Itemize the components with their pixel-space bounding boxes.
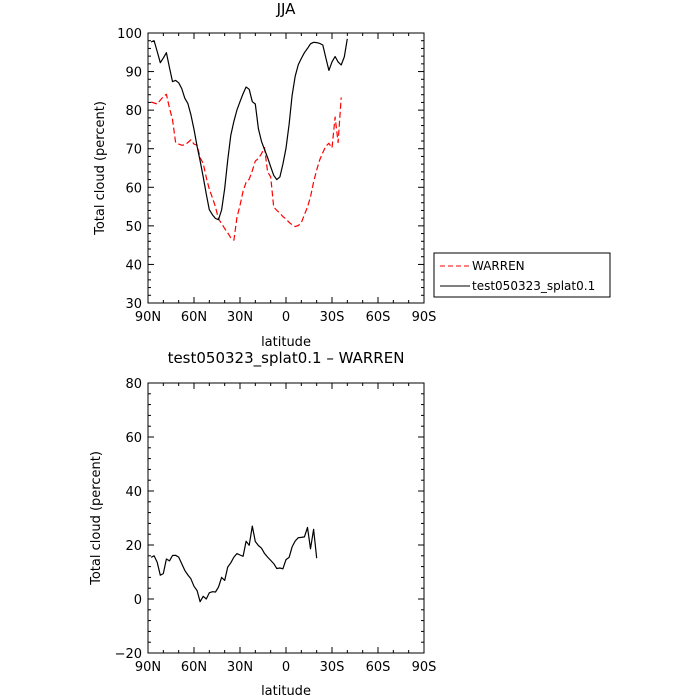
top-y-axis-label: Total cloud (percent)	[93, 101, 108, 236]
top-y-tick-label: 40	[125, 258, 142, 273]
bottom-x-axis-label: latitude	[261, 684, 311, 699]
bottom-plot-frame	[147, 382, 425, 654]
top-x-tick-label: 0	[282, 310, 290, 325]
top-series-lines	[150, 38, 348, 241]
bottom-x-tick-label: 30S	[320, 660, 345, 675]
top-x-axis-label: latitude	[261, 335, 311, 350]
top-y-tick-label: 90	[125, 66, 142, 81]
top-series-line-test050323-splat0-1	[150, 38, 348, 221]
top-y-tick-label: 60	[125, 181, 142, 196]
top-chart-title: JJA	[276, 0, 297, 18]
top-y-tick-label: 50	[125, 220, 142, 235]
bottom-x-tick-label: 30N	[227, 660, 253, 675]
top-x-tick-label: 30N	[227, 310, 253, 325]
bottom-x-tick-label: 90N	[135, 660, 161, 675]
bottom-y-tick-label: 40	[125, 485, 142, 500]
bottom-y-tick-label: 80	[125, 377, 142, 392]
top-y-tick-label: 100	[117, 27, 142, 42]
bottom-y-tick-label: −20	[115, 647, 142, 662]
bottom-x-tick-label: 0	[282, 660, 290, 675]
legend: WARREN test050323_splat0.1	[433, 252, 611, 298]
bottom-series-line-diff-0	[150, 525, 318, 603]
top-plot-frame	[147, 32, 425, 304]
bottom-y-tick-label: 60	[125, 431, 142, 446]
bottom-chart-title: test050323_splat0.1 – WARREN	[168, 349, 405, 368]
top-y-tick-label: 70	[125, 143, 142, 158]
bottom-y-axis-label: Total cloud (percent)	[89, 451, 104, 586]
top-x-tick-label: 60N	[181, 310, 207, 325]
bottom-y-tick-label: 20	[125, 539, 142, 554]
legend-box	[433, 252, 611, 298]
top-axes-ticks: 90N 60N 30N 0 30S 60S 90S 30 40 50 60 70 80 90 100	[117, 27, 436, 325]
bottom-y-tick-label: 0	[134, 593, 142, 608]
bottom-axes-ticks: 90N 60N 30N 0 30S 60S 90S −20 0 20 40 60 80	[115, 377, 437, 675]
top-x-tick-label: 60S	[366, 310, 391, 325]
bottom-x-tick-label: 60N	[181, 660, 207, 675]
top-y-tick-label: 80	[125, 104, 142, 119]
bottom-series-lines	[150, 525, 318, 603]
legend-label-model: test050323_splat0.1	[472, 279, 595, 293]
top-x-tick-label: 90N	[135, 310, 161, 325]
top-series-line-warren	[150, 93, 342, 241]
bottom-panel: test050323_splat0.1 – WARREN 90N 60N 30N 0 3…	[89, 349, 436, 699]
top-x-tick-label: 30S	[320, 310, 345, 325]
top-y-tick-label: 30	[125, 297, 142, 312]
top-x-tick-label: 90S	[412, 310, 437, 325]
legend-label-warren: WARREN	[472, 259, 525, 273]
bottom-x-tick-label: 60S	[366, 660, 391, 675]
top-panel: JJA 90N 60N 30N 0 30S 60S 90S 30 40 50 60 70 80 90 100…	[93, 0, 436, 350]
bottom-x-tick-label: 90S	[412, 660, 437, 675]
